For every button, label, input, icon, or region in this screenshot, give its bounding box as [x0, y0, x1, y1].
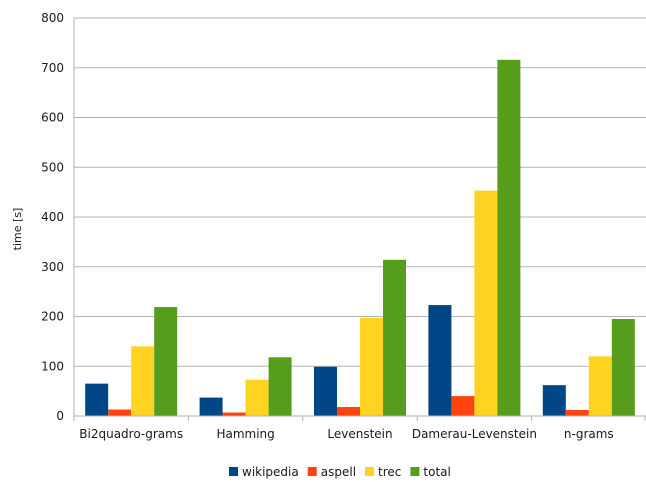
- x-tick-label: Bi2quadro-grams: [79, 427, 183, 441]
- bar-trec: [474, 190, 498, 416]
- bar-aspell: [108, 409, 132, 416]
- legend-swatch: [307, 467, 317, 476]
- x-tick-label: Hamming: [216, 427, 274, 441]
- y-tick-label: 800: [41, 11, 64, 25]
- bar-aspell: [222, 412, 246, 416]
- bar-trec: [588, 356, 612, 416]
- x-tick-labels: Bi2quadro-grams Hamming Levenstein Damerau-…: [79, 427, 613, 441]
- legend-label: total: [423, 465, 450, 479]
- bar-group-n-grams: [542, 318, 635, 416]
- y-tick-label: 600: [41, 111, 64, 125]
- bar-trec: [360, 317, 383, 416]
- axes: [73, 18, 646, 421]
- bar-group-damerau-levenstein: [428, 59, 521, 416]
- legend: wikipedia aspell trec total: [229, 465, 451, 479]
- legend-item-wikipedia: wikipedia: [229, 465, 299, 479]
- bar-total: [611, 318, 635, 416]
- bar-total: [383, 259, 406, 416]
- y-tick-label: 500: [41, 160, 64, 174]
- bar-aspell: [337, 407, 360, 416]
- bar-wikipedia: [85, 383, 109, 416]
- legend-item-trec: trec: [365, 465, 401, 479]
- x-tick-label: Levenstein: [327, 427, 392, 441]
- bar-wikipedia: [542, 385, 566, 416]
- y-tick-label: 0: [56, 409, 64, 423]
- bar-wikipedia: [428, 305, 452, 416]
- x-tick-label: n-grams: [564, 427, 614, 441]
- bar-total: [154, 307, 178, 416]
- bar-groups: [85, 59, 635, 416]
- bar-total: [497, 59, 521, 416]
- bar-trec: [245, 379, 269, 416]
- legend-swatch: [365, 467, 375, 476]
- y-tick-label: 100: [41, 359, 64, 373]
- bar-group-hamming: [199, 357, 292, 416]
- legend-label: trec: [378, 465, 401, 479]
- legend-label: aspell: [321, 465, 356, 479]
- bar-total: [268, 357, 292, 416]
- legend-item-total: total: [410, 465, 451, 479]
- bar-aspell: [451, 396, 475, 416]
- legend-swatch: [229, 467, 238, 476]
- legend-swatch: [410, 467, 420, 476]
- y-tick-label: 700: [41, 61, 64, 75]
- y-axis-title: time [s]: [11, 208, 24, 251]
- bar-trec: [131, 346, 155, 416]
- bar-group-levenstein: [314, 259, 406, 416]
- bar-group-bi2quadro-grams: [85, 307, 178, 416]
- x-tick-label: Damerau-Levenstein: [412, 427, 537, 441]
- bar-wikipedia: [199, 397, 223, 416]
- bar-aspell: [565, 410, 589, 416]
- y-tick-label: 400: [41, 210, 64, 224]
- bar-wikipedia: [314, 366, 337, 416]
- y-tick-label: 300: [41, 260, 64, 274]
- y-tick-label: 200: [41, 310, 64, 324]
- legend-label: wikipedia: [242, 465, 299, 479]
- legend-item-aspell: aspell: [307, 465, 356, 479]
- y-tick-labels: 0 100 200 300 400 500 600 700 800: [41, 11, 64, 423]
